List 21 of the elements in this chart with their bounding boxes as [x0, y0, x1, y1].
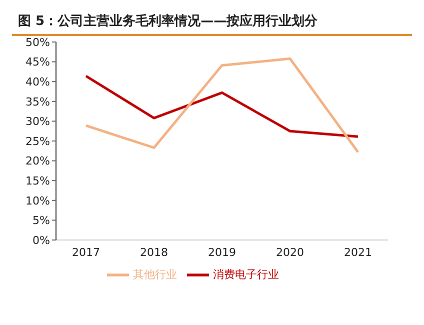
y-tick-label: 50%	[26, 36, 50, 49]
y-tick-label: 20%	[26, 154, 50, 168]
y-tick-label: 35%	[26, 95, 50, 108]
x-tick-label: 2020	[276, 246, 304, 259]
x-tick-label: 2017	[72, 246, 100, 259]
y-tick-label: 25%	[26, 134, 50, 148]
y-tick-label: 10%	[26, 194, 50, 208]
y-tick-label: 40%	[26, 76, 50, 89]
x-tick-label: 2019	[208, 246, 236, 259]
y-tick-label: 30%	[26, 115, 50, 128]
line-series	[84, 57, 360, 154]
y-tick-label: 15%	[26, 174, 50, 188]
y-tick-label: 45%	[26, 56, 50, 69]
y-tick-label: 5%	[32, 214, 50, 228]
x-tick-label: 2021	[344, 246, 372, 259]
legend-label: 消费电子行业	[213, 268, 279, 282]
y-tick-label: 0%	[32, 234, 50, 247]
x-tick-label: 2018	[140, 246, 168, 259]
line-series	[84, 74, 360, 138]
chart-title: 图 5：公司主营业务毛利率情况——按应用行业划分	[17, 12, 319, 31]
legend-label: 其他行业	[133, 268, 177, 282]
